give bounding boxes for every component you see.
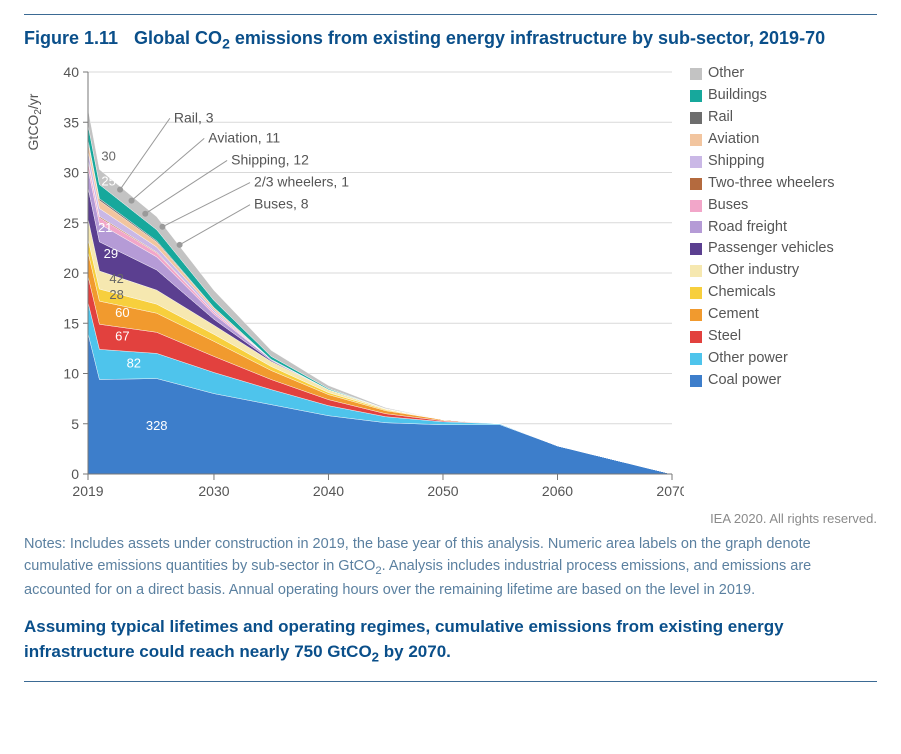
svg-text:5: 5: [71, 416, 79, 432]
svg-text:2019: 2019: [72, 483, 103, 499]
swatch-other_ind: [690, 265, 702, 277]
area-label-cement: 60: [115, 305, 129, 320]
swatch-buildings: [690, 90, 702, 102]
legend-item-buses: Buses: [690, 198, 835, 214]
swatch-steel: [690, 331, 702, 343]
area-label-road_freight: 21: [98, 220, 112, 235]
swatch-buses: [690, 200, 702, 212]
callout-two_three: 2/3 wheelers, 1: [254, 174, 349, 190]
swatch-road_freight: [690, 221, 702, 233]
area-label-coal_power: 328: [146, 418, 168, 433]
svg-text:2050: 2050: [427, 483, 458, 499]
legend-item-passenger: Passenger vehicles: [690, 241, 835, 257]
figure-label: Figure 1.11: [24, 25, 118, 54]
legend-item-other_power: Other power: [690, 351, 835, 367]
swatch-rail: [690, 112, 702, 124]
callout-aviation: Aviation, 11: [208, 129, 280, 145]
legend-label: Cement: [708, 307, 759, 323]
svg-text:2070: 2070: [656, 483, 684, 499]
callout-buses: Buses, 8: [254, 196, 309, 212]
svg-text:25: 25: [63, 215, 79, 231]
svg-text:GtCO2/yr: GtCO2/yr: [25, 93, 44, 150]
legend-label: Two-three wheelers: [708, 176, 835, 192]
summary-text: Assuming typical lifetimes and operating…: [24, 615, 877, 666]
legend-label: Buildings: [708, 88, 767, 104]
svg-text:10: 10: [63, 365, 79, 381]
legend-label: Other power: [708, 351, 788, 367]
legend-item-steel: Steel: [690, 329, 835, 345]
swatch-chemicals: [690, 287, 702, 299]
area-label-other_power: 82: [127, 355, 141, 370]
callout-shipping: Shipping, 12: [231, 151, 309, 167]
swatch-other: [690, 68, 702, 80]
svg-text:2030: 2030: [198, 483, 229, 499]
swatch-cement: [690, 309, 702, 321]
legend-item-two_three: Two-three wheelers: [690, 176, 835, 192]
swatch-other_power: [690, 353, 702, 365]
swatch-two_three: [690, 178, 702, 190]
source-credit: IEA 2020. All rights reserved.: [24, 511, 877, 526]
legend-label: Steel: [708, 329, 741, 345]
legend-label: Buses: [708, 198, 748, 214]
legend-item-chemicals: Chemicals: [690, 285, 835, 301]
area-label-other: 30: [101, 148, 115, 163]
legend: Other Buildings Rail Aviation Shipping Two-th…: [684, 64, 835, 395]
legend-label: Other: [708, 66, 744, 82]
figure-title-text: Global CO2 emissions from existing energ…: [134, 25, 825, 54]
legend-item-rail: Rail: [690, 110, 835, 126]
notes-text: Notes: Includes assets under constructio…: [24, 534, 877, 601]
swatch-aviation: [690, 134, 702, 146]
rule-bottom: [24, 681, 877, 682]
svg-text:2040: 2040: [313, 483, 344, 499]
stacked-area-chart: 0 5 10 15 20 25 30 35 40 2019 2030 2040 2050 2060 2070…: [24, 64, 684, 509]
legend-label: Coal power: [708, 373, 781, 389]
legend-item-road_freight: Road freight: [690, 220, 835, 236]
legend-label: Chemicals: [708, 285, 776, 301]
svg-text:2060: 2060: [542, 483, 573, 499]
swatch-coal_power: [690, 375, 702, 387]
rule-top: [24, 14, 877, 15]
legend-item-coal_power: Coal power: [690, 373, 835, 389]
legend-label: Passenger vehicles: [708, 241, 834, 257]
svg-text:20: 20: [63, 265, 79, 281]
legend-item-shipping: Shipping: [690, 154, 835, 170]
legend-label: Shipping: [708, 154, 764, 170]
legend-item-buildings: Buildings: [690, 88, 835, 104]
legend-label: Rail: [708, 110, 733, 126]
area-label-passenger: 29: [104, 246, 118, 261]
svg-text:40: 40: [63, 64, 79, 80]
area-label-buildings: 25: [101, 174, 115, 189]
swatch-shipping: [690, 156, 702, 168]
swatch-passenger: [690, 243, 702, 255]
legend-item-cement: Cement: [690, 307, 835, 323]
area-label-chemicals: 28: [109, 287, 123, 302]
figure-title: Figure 1.11 Global CO2 emissions from ex…: [24, 25, 877, 54]
svg-text:30: 30: [63, 164, 79, 180]
svg-text:35: 35: [63, 114, 79, 130]
svg-text:0: 0: [71, 466, 79, 482]
svg-text:15: 15: [63, 315, 79, 331]
area-label-other_ind: 42: [109, 271, 123, 286]
callout-rail: Rail, 3: [174, 109, 214, 125]
legend-item-other_ind: Other industry: [690, 263, 835, 279]
legend-label: Road freight: [708, 220, 787, 236]
legend-label: Other industry: [708, 263, 799, 279]
area-label-steel: 67: [115, 328, 129, 343]
legend-label: Aviation: [708, 132, 759, 148]
legend-item-aviation: Aviation: [690, 132, 835, 148]
legend-item-other: Other: [690, 66, 835, 82]
